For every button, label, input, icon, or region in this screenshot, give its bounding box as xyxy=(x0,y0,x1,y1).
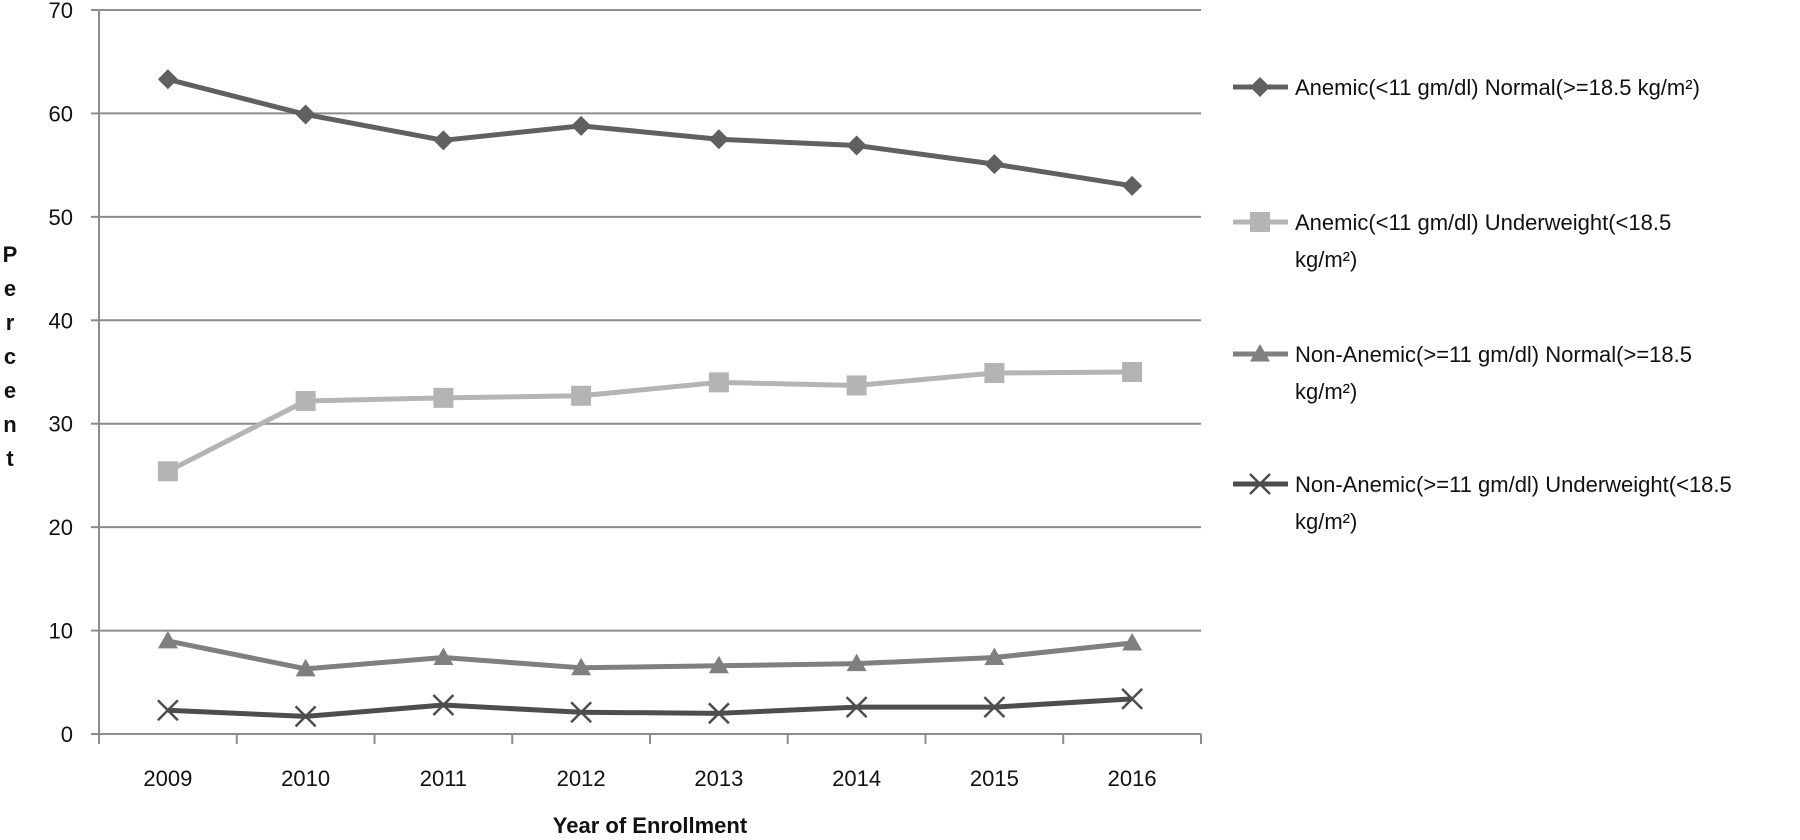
x-axis-title: Year of Enrollment xyxy=(553,813,748,838)
legend-label: kg/m²) xyxy=(1295,247,1357,272)
data-point xyxy=(433,387,454,408)
data-point xyxy=(708,655,729,674)
y-tick-labels: 0 10 20 30 40 50 60 70 xyxy=(49,0,73,747)
data-point xyxy=(156,699,179,722)
data-point xyxy=(157,461,178,482)
legend-marker xyxy=(1250,212,1270,232)
data-point xyxy=(432,694,455,716)
series-4 xyxy=(156,687,1144,728)
series-line xyxy=(167,638,1133,672)
legend-label: kg/m²) xyxy=(1295,379,1357,404)
legend-item: Anemic(<11 gm/dl) Underweight(<18.5 kg/m²… xyxy=(1233,210,1671,272)
legend-label: Anemic(<11 gm/dl) Normal(>=18.5 kg/m²) xyxy=(1295,75,1700,100)
series-3 xyxy=(157,630,1143,677)
legend-marker xyxy=(1249,473,1271,495)
data-point xyxy=(845,696,868,718)
data-point xyxy=(708,372,729,393)
data-point xyxy=(707,702,730,725)
legend-label: Anemic(<11 gm/dl) Underweight(<18.5 xyxy=(1295,210,1671,235)
data-point xyxy=(984,363,1005,384)
series-2 xyxy=(157,362,1143,482)
data-point xyxy=(157,69,178,90)
y-tick-label: 30 xyxy=(49,412,73,437)
data-point xyxy=(1122,362,1143,382)
y-tick-label: 0 xyxy=(61,722,73,747)
x-tick-labels: 2009 2010 2011 2012 2013 2014 2015 2016 xyxy=(143,766,1156,791)
legend-marker xyxy=(1250,344,1270,362)
y-tick-label: 70 xyxy=(49,0,73,23)
data-point xyxy=(983,696,1006,718)
y-tick-label: 10 xyxy=(49,619,73,644)
x-tick-label: 2011 xyxy=(420,766,467,791)
x-tick-label: 2014 xyxy=(832,766,881,791)
data-point xyxy=(294,705,317,728)
axes xyxy=(91,9,1202,744)
legend-label: kg/m²) xyxy=(1295,509,1357,534)
legend-marker xyxy=(1250,77,1270,97)
y-tick-label: 50 xyxy=(49,205,73,230)
legend-item: Anemic(<11 gm/dl) Normal(>=18.5 kg/m²) xyxy=(1233,75,1700,100)
legend-item: Non-Anemic(>=11 gm/dl) Normal(>=18.5 kg/m… xyxy=(1233,342,1692,404)
data-point xyxy=(295,658,316,677)
y-tick-label: 20 xyxy=(49,515,73,540)
data-point xyxy=(1122,175,1143,196)
series-line xyxy=(167,76,1133,189)
data-point xyxy=(1121,687,1144,710)
x-tick-label: 2013 xyxy=(694,766,743,791)
series-line xyxy=(166,369,1133,474)
legend-label: Non-Anemic(>=11 gm/dl) Normal(>=18.5 xyxy=(1295,342,1692,367)
series-1 xyxy=(157,69,1143,196)
data-point xyxy=(295,104,316,125)
data-point xyxy=(571,657,592,676)
data-point xyxy=(433,130,454,151)
data-point xyxy=(295,390,316,411)
data-point xyxy=(984,647,1005,665)
data-point xyxy=(571,385,592,406)
legend: Anemic(<11 gm/dl) Normal(>=18.5 kg/m²) An… xyxy=(1233,75,1732,534)
y-tick-label: 40 xyxy=(49,308,73,333)
data-point xyxy=(433,647,454,665)
data-point xyxy=(984,154,1005,175)
series-group xyxy=(156,69,1144,728)
data-point xyxy=(846,375,867,396)
legend-label: Non-Anemic(>=11 gm/dl) Underweight(<18.5 xyxy=(1295,472,1732,497)
x-tick-label: 2012 xyxy=(557,766,606,791)
gridlines xyxy=(99,9,1201,632)
data-point xyxy=(571,115,592,136)
series-line xyxy=(167,696,1133,719)
x-tick-label: 2010 xyxy=(281,766,330,791)
data-point xyxy=(570,701,593,724)
x-tick-label: 2009 xyxy=(143,766,192,791)
data-point xyxy=(157,630,178,649)
x-tick-label: 2016 xyxy=(1108,766,1157,791)
data-point xyxy=(1122,632,1143,651)
legend-item: Non-Anemic(>=11 gm/dl) Underweight(<18.5… xyxy=(1233,472,1732,534)
data-point xyxy=(846,135,867,156)
data-point xyxy=(846,653,867,672)
x-tick-label: 2015 xyxy=(970,766,1019,791)
y-tick-label: 60 xyxy=(49,101,73,126)
data-point xyxy=(708,129,729,150)
